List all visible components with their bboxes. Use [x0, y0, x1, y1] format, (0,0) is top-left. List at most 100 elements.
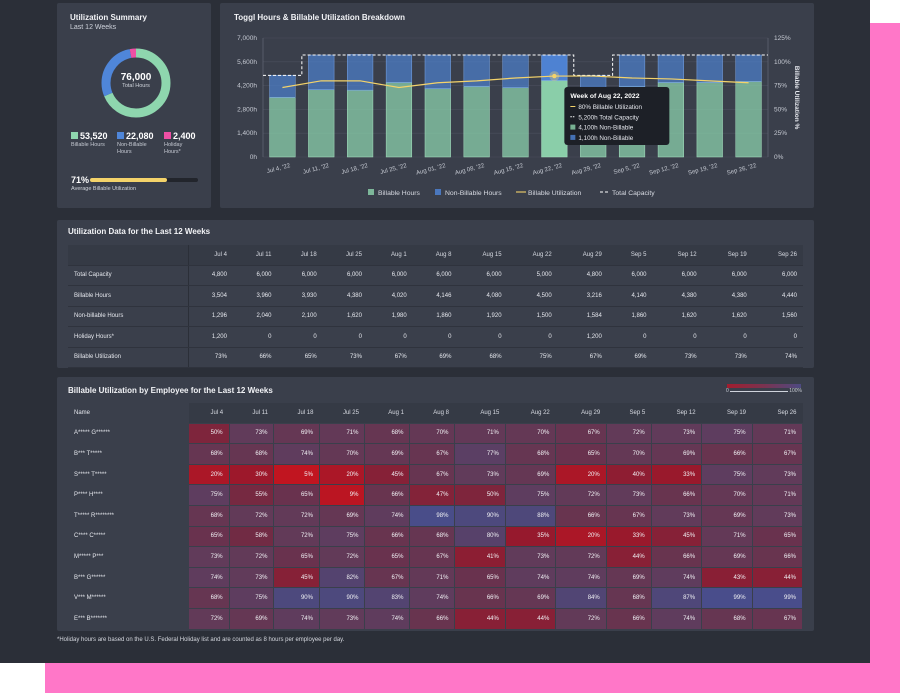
heatmap-cell: 73% [606, 484, 652, 506]
heatmap-cell: 69% [701, 505, 753, 527]
legend-label[interactable]: Billable Hours [378, 190, 421, 197]
utilization-summary-panel: Utilization Summary Last 12 Weeks 76,000… [57, 3, 211, 208]
x-tick-label: Aug 15, '22 [493, 163, 524, 177]
heatmap-cell: 20% [555, 526, 607, 548]
heatmap-cell: 74% [651, 567, 703, 589]
heatmap-cell: 71% [752, 423, 804, 445]
heatmap-header-row: Name Jul 4 Jul 11 Jul 18 Jul 25 Aug 1 Aug 8 Aug… [68, 403, 803, 424]
heatmap-cell: 45% [273, 567, 320, 589]
heatmap-scale-max: 100% [788, 388, 803, 394]
non-billable-bar[interactable] [385, 54, 413, 83]
y-tick-label: 7,000h [237, 35, 257, 42]
heatmap-cell: 73% [229, 567, 275, 589]
heatmap-cell: 72% [555, 546, 607, 568]
heatmap-cell: 75% [188, 484, 230, 506]
billable-bar[interactable] [424, 88, 451, 158]
heatmap-cell: 67% [555, 423, 607, 445]
heatmap-cell: 44% [606, 546, 652, 568]
heatmap-cell: 66% [651, 484, 703, 506]
billable-bar[interactable] [541, 80, 568, 158]
y-tick-label: 5,600h [237, 59, 257, 66]
non-billable-bar[interactable] [657, 54, 684, 83]
row-label: Holiday Hours* [68, 326, 189, 348]
employee-name: B*** T***** [68, 443, 189, 465]
heatmap-row: T***** R******** 68% 72% 72% 69% 74% 98% 90% 88%… [68, 505, 804, 527]
dashboard: Utilization Summary Last 12 Weeks 76,000… [0, 0, 870, 663]
table-cell: 73% [702, 347, 753, 368]
billable-bar[interactable] [696, 82, 723, 158]
non-billable-caption: Non-Billable Hours [117, 142, 147, 155]
heatmap-cell: 80% [454, 526, 506, 548]
billable-bar[interactable] [502, 87, 529, 158]
billable-bar[interactable] [735, 81, 762, 158]
heatmap-cell: 69% [606, 567, 652, 589]
legend-billable: 53,520 [71, 131, 108, 141]
legend-label[interactable]: Total Capacity [612, 190, 655, 197]
avg-utilization-value: 71% [71, 175, 90, 185]
employee-name: B*** G****** [68, 567, 189, 589]
billable-bar[interactable] [347, 89, 374, 158]
heatmap-cell: 43% [701, 567, 753, 589]
heatmap-row: M***** P*** 73% 72% 65% 72% 65% 67% 41% 73% 72% 44… [68, 546, 804, 568]
heatmap-cell: 67% [606, 505, 652, 527]
employee-name: S***** T***** [68, 464, 189, 486]
table-cell: 73% [652, 347, 703, 368]
billable-bar[interactable] [385, 82, 413, 158]
heatmap-cell: 70% [319, 443, 366, 465]
employee-name: C**** C***** [68, 526, 189, 548]
tooltip-line: 1,100h Non-Billable [578, 135, 633, 142]
non-billable-bar[interactable] [735, 54, 762, 82]
heatmap-cell: 40% [606, 464, 652, 486]
heatmap-row: S***** T***** 20% 30% 5% 20% 45% 67% 73% 69% 20% 4… [68, 464, 804, 486]
table-cell: 6,000 [607, 265, 653, 286]
heatmap-cell: 68% [409, 526, 456, 548]
heatmap-cell: 55% [229, 484, 275, 506]
summary-title: Utilization Summary [70, 13, 147, 22]
table-cell: 1,620 [652, 306, 703, 327]
heatmap-row: B*** G****** 74% 73% 45% 82% 67% 71% 65% 74% 74% 6… [68, 567, 804, 589]
billable-bar[interactable] [463, 86, 490, 158]
heatmap-cell: 66% [454, 587, 506, 609]
non-billable-bar[interactable] [347, 54, 374, 91]
x-tick-label: Aug 08, '22 [454, 163, 485, 177]
heatmap-cell: 74% [273, 608, 320, 630]
table-column-header: Aug 15 [457, 245, 508, 266]
table-cell: 66% [232, 347, 278, 368]
highlight-point[interactable] [552, 73, 557, 79]
table-column-header: Aug 8 [412, 245, 458, 266]
table-cell: 67% [557, 347, 608, 368]
non-billable-bar[interactable] [308, 54, 335, 90]
heatmap-cell: 69% [319, 505, 366, 527]
heatmap-scale-min: 0 [725, 388, 730, 394]
y2-tick-label: 75% [774, 83, 787, 90]
heatmap-cell: 33% [606, 526, 652, 548]
heatmap-cell: 68% [606, 587, 652, 609]
heatmap-cell: 41% [454, 546, 506, 568]
non-billable-bar[interactable] [269, 75, 296, 98]
table-cell: 73% [188, 347, 233, 368]
legend-label[interactable]: Billable Utilization [528, 190, 581, 197]
billable-bar[interactable] [269, 97, 296, 158]
heatmap-cell: 69% [505, 464, 557, 486]
heatmap-cell: 44% [454, 608, 506, 630]
heatmap-cell: 90% [319, 587, 366, 609]
heatmap-cell: 73% [319, 608, 366, 630]
legend-label[interactable]: Non-Billable Hours [445, 190, 502, 197]
non-billable-bar[interactable] [502, 54, 529, 88]
heatmap-cell: 69% [505, 587, 557, 609]
heatmap-row: E*** B******* 72% 69% 74% 73% 74% 66% 44% 44% 72%… [68, 608, 804, 630]
heatmap-row: A***** G****** 50% 73% 69% 71% 68% 70% 71% 70% 67… [68, 423, 804, 445]
x-tick-label: Sep 26, '22 [726, 163, 757, 177]
table-cell: 1,860 [607, 306, 653, 327]
legend-swatch [368, 189, 374, 195]
heatmap-cell: 75% [701, 423, 753, 445]
non-billable-bar[interactable] [618, 54, 646, 87]
non-billable-bar[interactable] [696, 54, 723, 83]
table-cell: 0 [457, 326, 508, 348]
billable-bar[interactable] [308, 89, 335, 158]
avg-utilization-label: Average Billable Utilization [71, 186, 137, 192]
heatmap-cell: 99% [752, 587, 804, 609]
heatmap-column-header: Jul 25 [319, 403, 365, 424]
heatmap-cell: 73% [651, 423, 703, 445]
heatmap-cell: 88% [505, 505, 557, 527]
